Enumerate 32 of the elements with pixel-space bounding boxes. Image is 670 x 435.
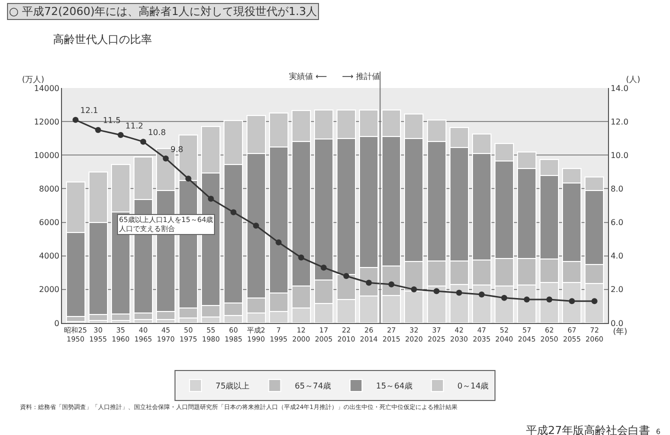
- legend-label: 75歳以上: [216, 382, 250, 391]
- y2-axis-title: (人): [626, 75, 640, 84]
- legend-label: 65～74歳: [294, 382, 332, 391]
- y2-tick-label: 6.0: [610, 218, 624, 228]
- legend-label: 15～64歳: [376, 382, 412, 391]
- y2-tick-label: 10.0: [610, 150, 628, 160]
- data-label: 11.5: [102, 116, 121, 126]
- y-axis-title: (万人): [22, 75, 44, 84]
- y-tick-label: 12000: [34, 117, 60, 126]
- x-axis-title: (年): [613, 327, 628, 336]
- text: ⟶ 推計値: [342, 72, 380, 81]
- text: ○ 平成72(2060)年には、高齢者1人に対して現役世代が1.3人: [9, 5, 318, 18]
- y2-tick-label: 8.0: [610, 184, 624, 194]
- data-label: 11.2: [125, 121, 144, 130]
- y2-tick-label: 0.0: [610, 318, 624, 328]
- y-tick-label: 6000: [39, 218, 60, 228]
- y2-tick-label: 12.0: [610, 117, 628, 126]
- chart-title: 高齢世代人口の比率: [53, 33, 152, 46]
- y-tick-label: 10000: [34, 150, 60, 160]
- data-label: 9.8: [170, 144, 184, 154]
- data-label: 10.8: [148, 128, 166, 137]
- data-label: 12.1: [80, 106, 98, 116]
- text: 実績値 ⟵: [289, 72, 328, 81]
- y2-tick-label: 14.0: [610, 84, 628, 93]
- y-tick-label: 14000: [34, 84, 60, 93]
- y-tick-label: 4000: [39, 252, 60, 261]
- y-tick-label: 0: [54, 318, 60, 328]
- y2-tick-label: 4.0: [610, 252, 624, 261]
- legend-label: 0～14歳: [457, 382, 489, 391]
- y-tick-label: 2000: [39, 285, 60, 294]
- y2-tick-label: 2.0: [610, 285, 624, 294]
- y-tick-label: 8000: [39, 184, 60, 194]
